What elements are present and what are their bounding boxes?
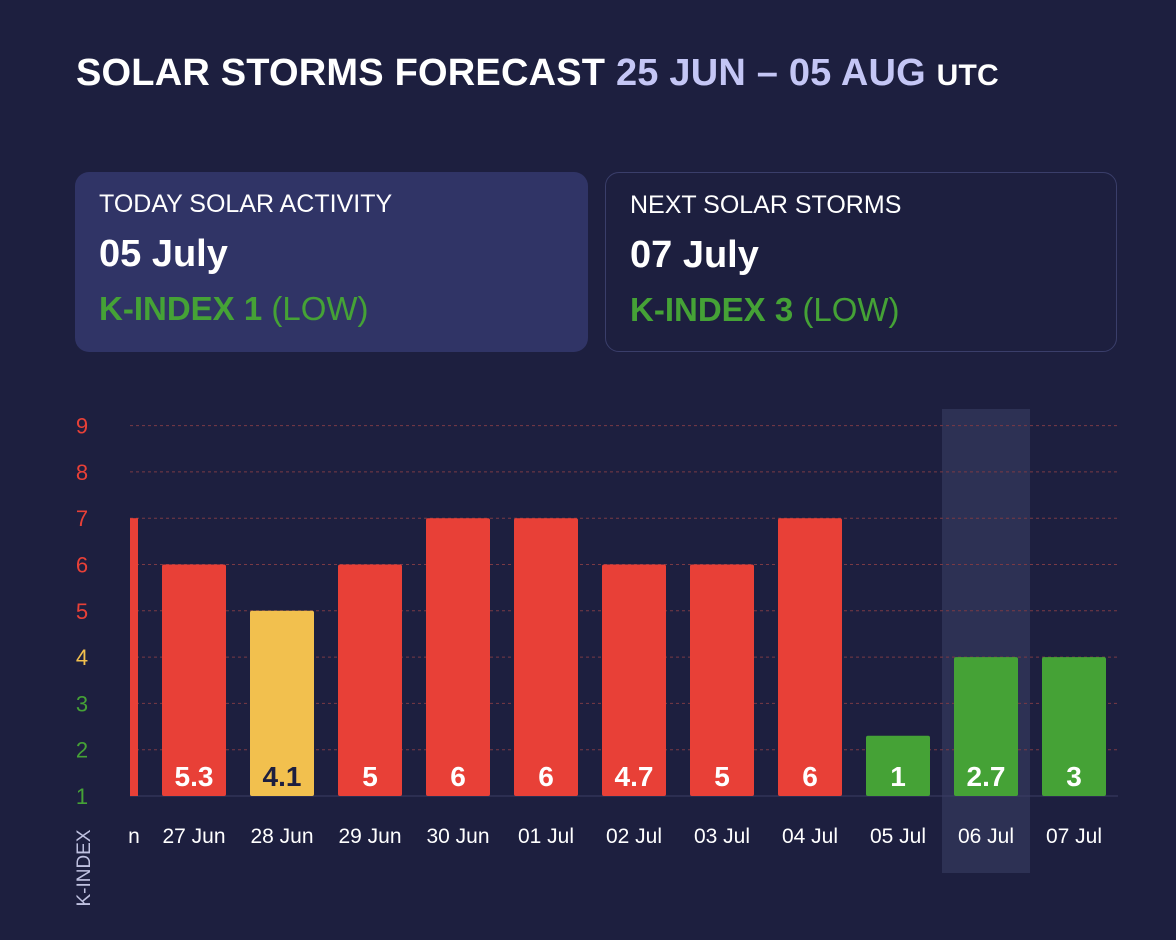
next-card-kindex: K-INDEX 3 (LOW) <box>630 291 1092 329</box>
data-label: 4.7 <box>615 761 654 792</box>
x-tick-label: 06 Jul <box>958 825 1014 848</box>
x-tick-label: 05 Jul <box>870 825 926 848</box>
bar[interactable] <box>866 735 930 796</box>
next-card-label: NEXT SOLAR STORMS <box>630 191 902 219</box>
data-label: 2.7 <box>967 761 1006 792</box>
x-tick-label-partial: n <box>128 825 140 848</box>
today-kindex-level: (LOW) <box>271 290 369 327</box>
data-label: 6 <box>802 761 818 792</box>
y-tick-label: 6 <box>76 553 88 578</box>
x-tick-label: 03 Jul <box>694 825 750 848</box>
x-tick-label: 28 Jun <box>250 825 313 848</box>
today-kindex-value: K-INDEX 1 <box>99 290 263 327</box>
bar[interactable] <box>778 518 842 796</box>
x-tick-label: 07 Jul <box>1046 825 1102 848</box>
data-label: 5 <box>714 761 730 792</box>
bar[interactable] <box>954 657 1018 796</box>
data-label: 3 <box>1066 761 1082 792</box>
highlight-band <box>942 409 1030 873</box>
bar-partial <box>130 518 138 796</box>
today-card-kindex: K-INDEX 1 (LOW) <box>99 290 564 328</box>
bar[interactable] <box>690 564 754 797</box>
y-tick-label: 7 <box>76 506 88 531</box>
y-tick-label: 8 <box>76 460 88 485</box>
title-main: SOLAR STORMS FORECAST <box>76 52 606 94</box>
title-timezone: UTC <box>936 59 999 92</box>
bar[interactable] <box>426 518 490 796</box>
y-tick-label: 2 <box>76 738 88 763</box>
bar[interactable] <box>162 564 226 797</box>
bar[interactable] <box>338 564 402 797</box>
page-title: SOLAR STORMS FORECAST 25 JUN – 05 AUG UT… <box>76 52 999 95</box>
today-card-date: 05 July <box>99 233 228 275</box>
data-label: 4.1 <box>263 761 302 792</box>
x-tick-label: 29 Jun <box>338 825 401 848</box>
y-tick-label: 3 <box>76 691 88 716</box>
next-card-date: 07 July <box>630 234 759 276</box>
bar[interactable] <box>602 564 666 797</box>
title-date-range: 25 JUN – 05 AUG <box>615 52 926 94</box>
next-kindex-value: K-INDEX 3 <box>630 291 794 328</box>
x-tick-label: 27 Jun <box>162 825 225 848</box>
y-tick-label: 9 <box>76 414 88 439</box>
bar[interactable] <box>514 518 578 796</box>
data-label: 5.3 <box>175 761 214 792</box>
y-tick-label: 5 <box>76 599 88 624</box>
y-tick-label: 4 <box>76 645 88 670</box>
y-axis-label: K-INDEX <box>74 829 95 906</box>
x-tick-label: 02 Jul <box>606 825 662 848</box>
bar[interactable] <box>1042 657 1106 796</box>
data-label: 5 <box>362 761 378 792</box>
data-label: 6 <box>450 761 466 792</box>
x-tick-label: 01 Jul <box>518 825 574 848</box>
bar[interactable] <box>250 610 314 796</box>
data-label: 6 <box>538 761 554 792</box>
today-card-label: TODAY SOLAR ACTIVITY <box>99 190 393 218</box>
next-storms-card[interactable]: NEXT SOLAR STORMS 07 July K-INDEX 3 (LOW… <box>605 172 1117 352</box>
next-kindex-level: (LOW) <box>802 291 900 328</box>
today-activity-card[interactable]: TODAY SOLAR ACTIVITY 05 July K-INDEX 1 (… <box>75 172 588 352</box>
x-tick-label: 30 Jun <box>426 825 489 848</box>
y-tick-label: 1 <box>76 784 88 809</box>
data-label: 1 <box>890 761 906 792</box>
x-tick-label: 04 Jul <box>782 825 838 848</box>
